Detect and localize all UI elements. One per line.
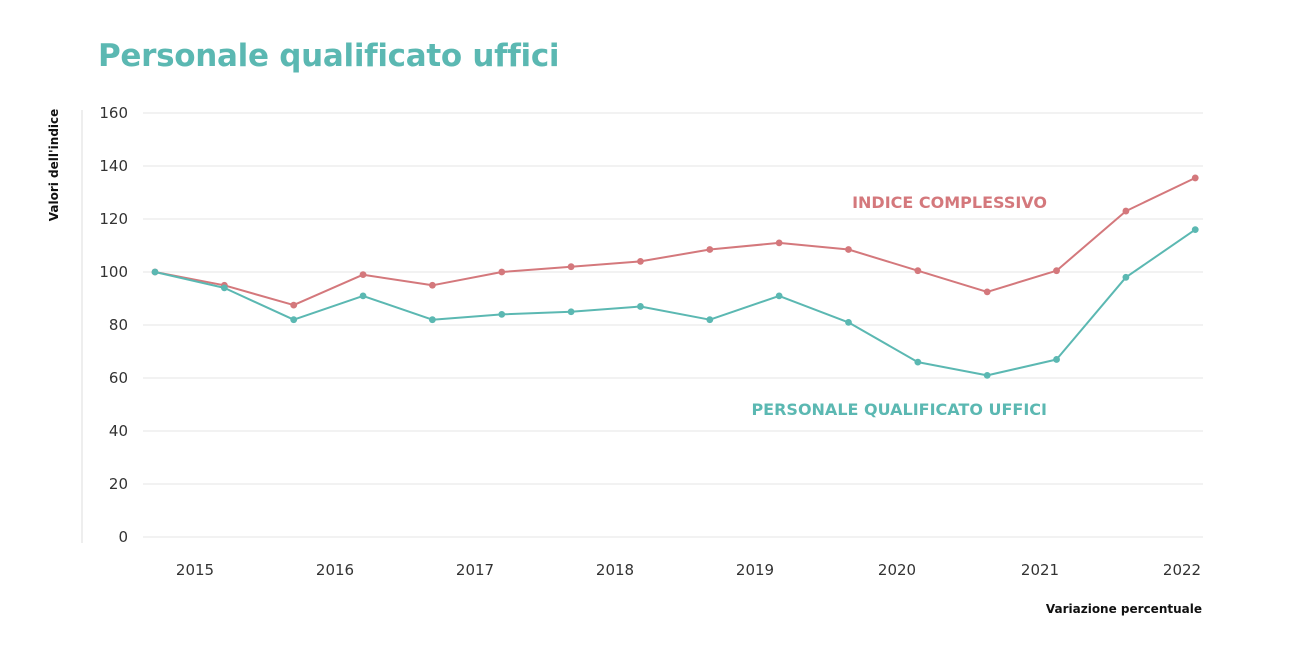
data-point — [1122, 273, 1130, 281]
y-tick-label: 20 — [109, 475, 128, 493]
data-point — [845, 318, 852, 326]
data-point — [845, 246, 852, 253]
x-tick-label: 2022 — [1163, 561, 1201, 579]
series-line-0 — [154, 176, 1196, 307]
data-point — [706, 246, 714, 253]
series-lines — [151, 174, 1199, 379]
data-point — [567, 308, 575, 316]
data-point — [637, 258, 644, 265]
chart-title: Personale qualificato uffici — [98, 38, 560, 74]
x-tick-label: 2019 — [736, 561, 774, 579]
y-tick-label: 140 — [99, 157, 128, 175]
data-point — [220, 284, 228, 292]
data-point — [637, 303, 644, 310]
data-point — [498, 268, 506, 276]
data-point — [498, 311, 506, 318]
data-point — [429, 316, 436, 324]
data-point — [359, 271, 367, 279]
data-point — [983, 288, 991, 296]
data-point — [290, 316, 298, 324]
x-tick-label: 2020 — [878, 561, 916, 579]
data-point — [914, 358, 922, 366]
series-label-1: PERSONALE QUALIFICATO UFFICI — [751, 400, 1047, 419]
series-line-1 — [154, 228, 1196, 377]
data-point — [1122, 207, 1130, 215]
y-tick-label: 100 — [99, 263, 128, 281]
x-tick-label: 2017 — [456, 561, 494, 579]
data-point — [1191, 174, 1199, 182]
data-point — [359, 292, 367, 300]
y-tick-label: 40 — [109, 422, 128, 440]
y-tick-label: 60 — [109, 369, 128, 387]
data-point — [1053, 356, 1060, 363]
y-tick-label: 0 — [118, 528, 128, 546]
y-axis-title: Valori dell'indice — [47, 109, 61, 222]
y-tick-label: 80 — [109, 316, 128, 334]
data-point — [1191, 226, 1199, 234]
data-point — [290, 301, 298, 309]
data-point — [775, 292, 783, 300]
data-point — [775, 239, 783, 247]
x-tick-label: 2016 — [316, 561, 354, 579]
data-point — [983, 371, 991, 379]
data-point — [567, 263, 575, 271]
series-labels: INDICE COMPLESSIVO PERSONALE QUALIFICATO … — [751, 193, 1047, 419]
x-tick-label: 2021 — [1021, 561, 1059, 579]
data-point — [1053, 267, 1060, 275]
x-tick-label: 2018 — [596, 561, 634, 579]
data-point — [429, 281, 436, 289]
y-tick-label: 160 — [99, 104, 128, 122]
y-tick-label: 120 — [99, 210, 128, 228]
data-point — [151, 268, 159, 276]
data-point — [914, 267, 922, 275]
series-label-0: INDICE COMPLESSIVO — [852, 193, 1047, 212]
gridlines — [143, 112, 1203, 538]
data-point — [706, 316, 714, 324]
x-axis-title: Variazione percentuale — [1046, 602, 1202, 616]
y-tick-labels: 0 20 40 60 80 100 120 140 160 — [99, 104, 128, 546]
x-tick-labels: 2015 2016 2017 2018 2019 2020 2021 2022 — [176, 561, 1201, 579]
x-tick-label: 2015 — [176, 561, 214, 579]
